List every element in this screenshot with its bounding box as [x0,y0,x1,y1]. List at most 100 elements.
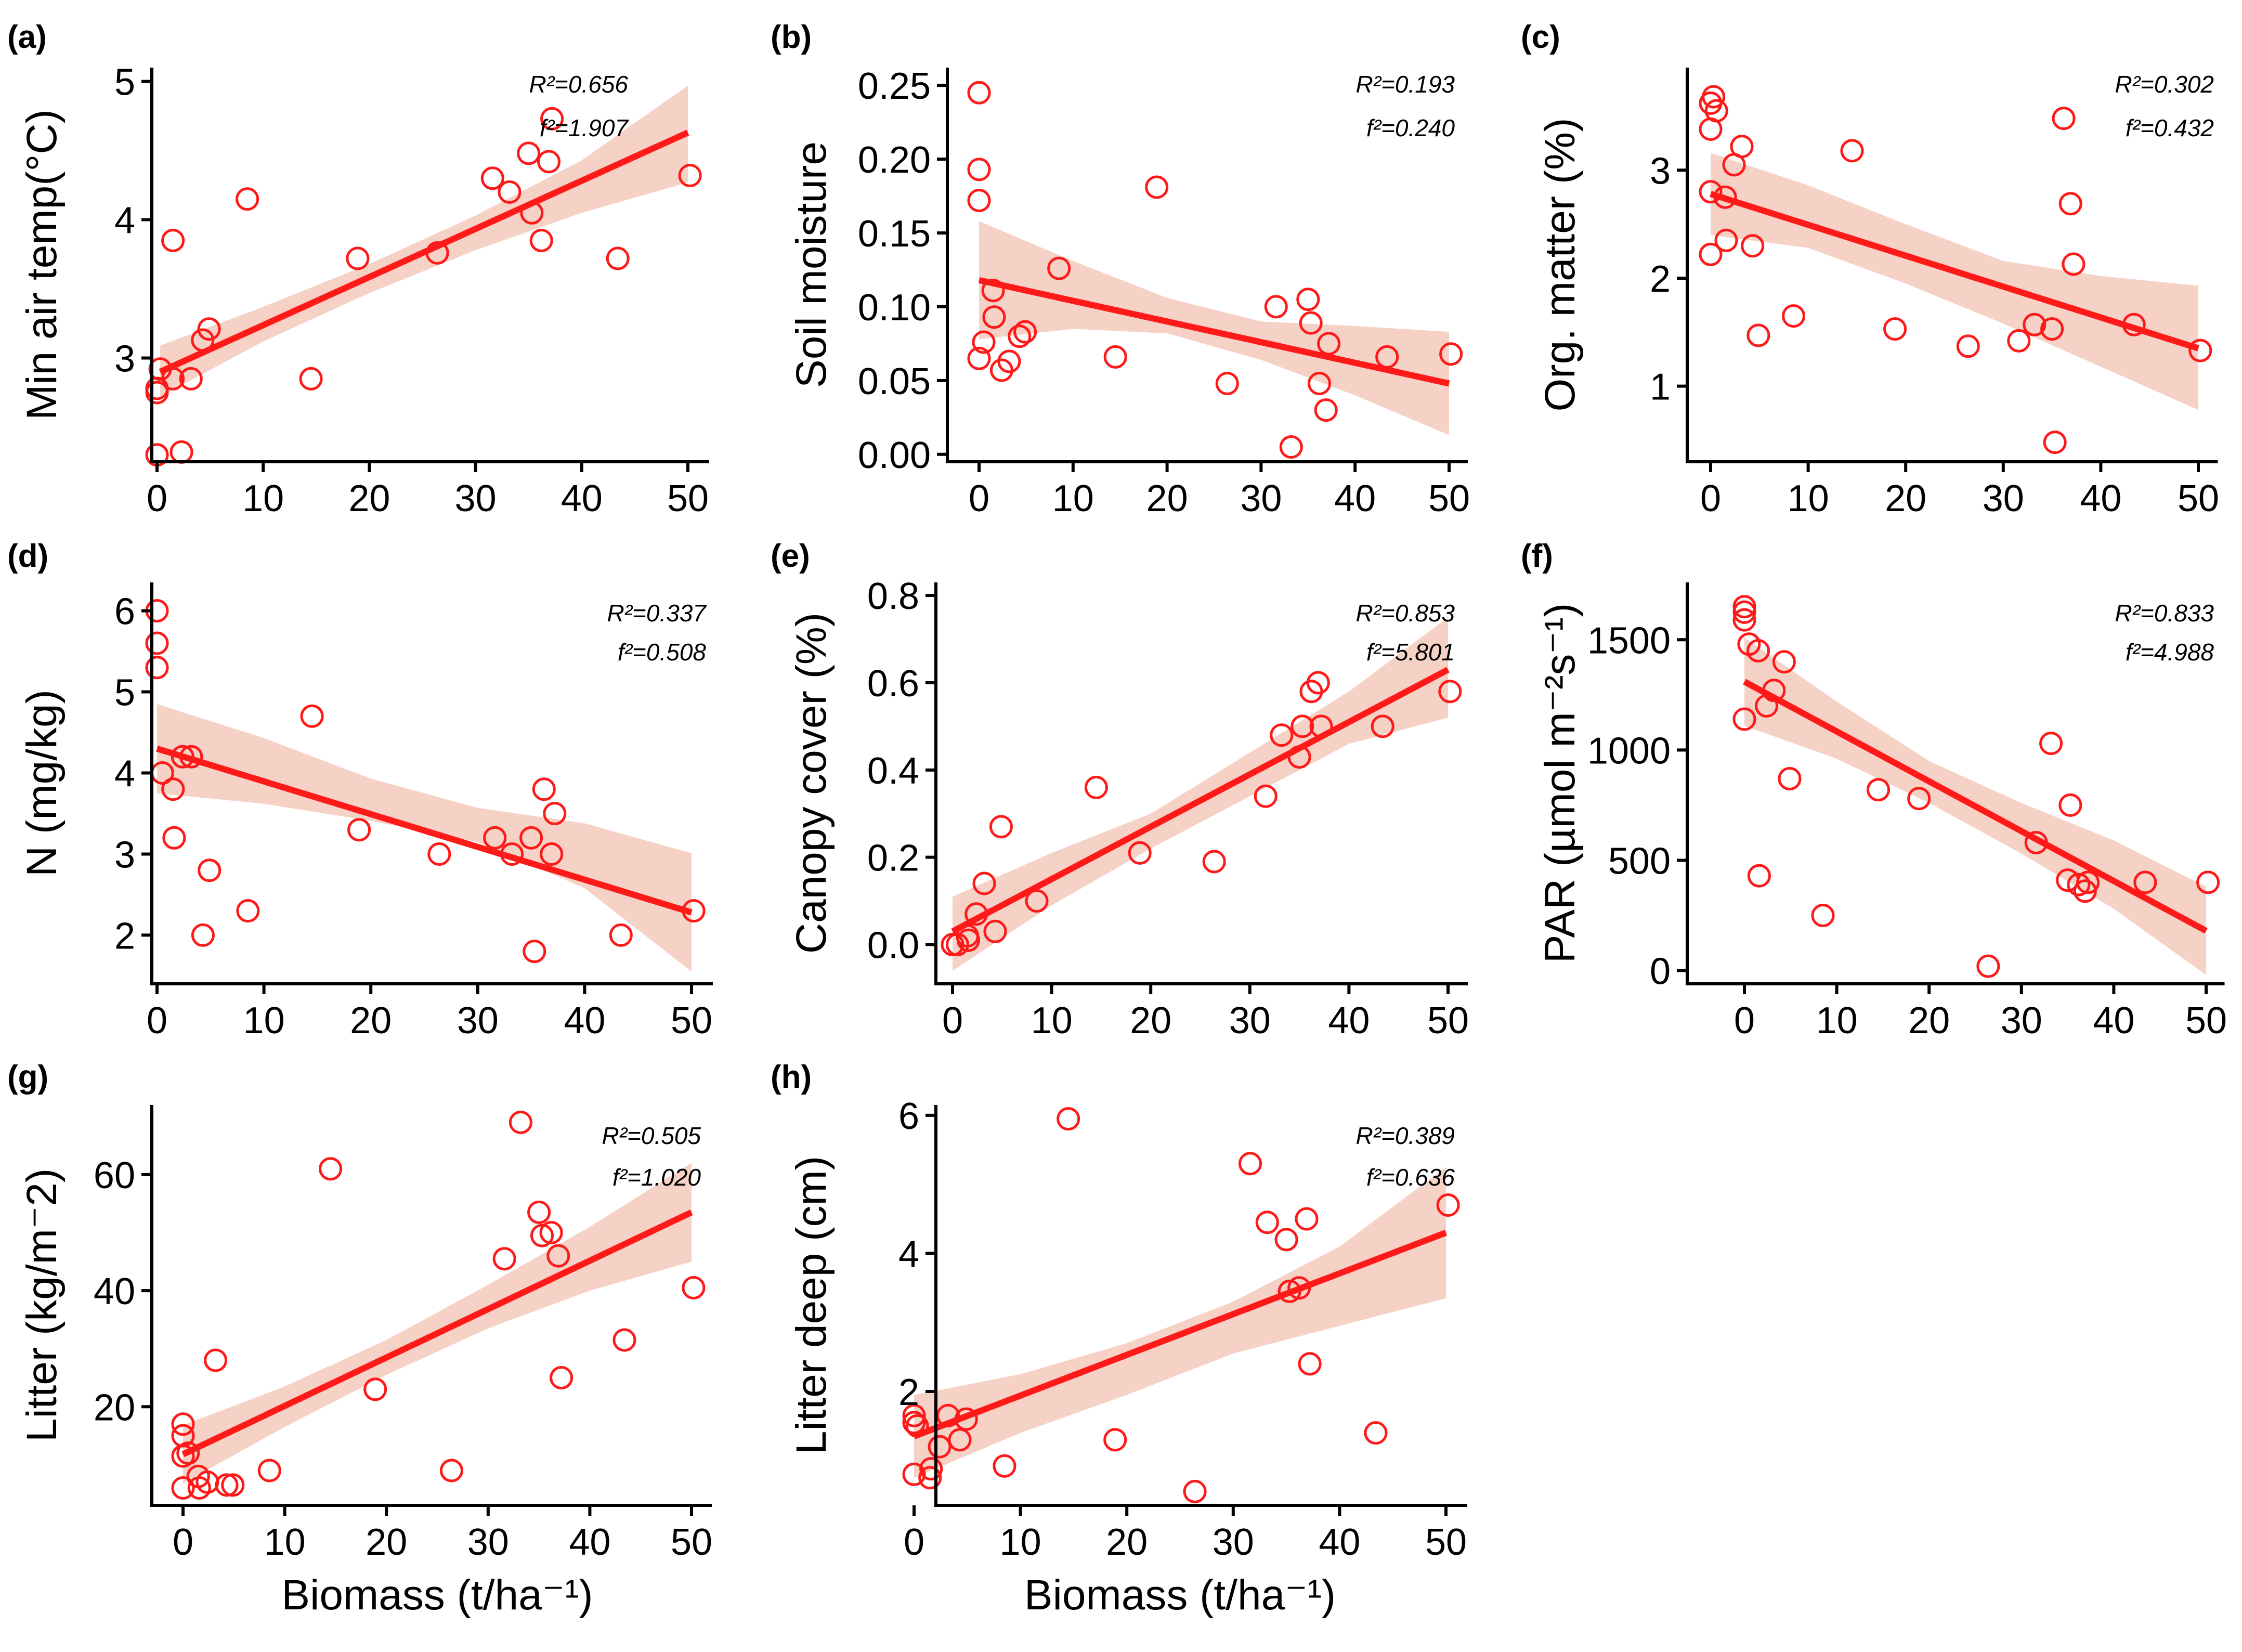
x-tick-label: 30 [1983,478,2024,519]
data-point [1103,345,1127,369]
x-tick-label: 10 [264,1521,306,1563]
x-tick-label: 40 [1319,1521,1360,1563]
data-point [972,330,996,354]
data-point [1291,714,1314,738]
data-point [1308,372,1331,395]
data-point [145,656,169,680]
r-squared-label: R²=0.853 [1355,600,1455,627]
panel-label: (d) [7,538,48,574]
data-point [1239,1152,1262,1176]
y-axis-title: Org. matter (%) [1536,118,1584,412]
data-point [346,246,370,270]
data-point [919,1457,943,1481]
data-point [1714,228,1738,252]
y-tick-label: 6 [898,1096,919,1137]
x-tick-label: 30 [455,478,497,519]
y-tick-label: 0.8 [867,576,919,617]
y-tick-label: 1500 [1587,620,1671,661]
panel-d: 0 10 20 30 40 50 2 3 4 5 6 (d) N (mg/kg) R²=0.337 f²=0… [7,538,713,1042]
x-tick-label: 50 [667,478,709,519]
data-point [997,349,1021,373]
data-point [918,1466,942,1490]
data-point [1057,1107,1080,1131]
data-point [1438,680,1462,704]
r-squared-label: R²=0.193 [1355,71,1455,98]
x-tick-label: 50 [1425,1521,1467,1563]
x-tick-label: 30 [1240,478,1282,519]
regression-line [181,1209,693,1458]
data-point [492,1247,516,1271]
x-tick-label: 0 [1700,478,1721,519]
confidence-band [953,617,1448,971]
regression-line [913,1230,1448,1439]
y-tick-label: 2 [1650,258,1671,300]
data-point [982,305,1006,329]
data-point [1008,324,1032,348]
data-point [1730,135,1754,159]
y-tick-label: 0.15 [858,213,931,255]
x-tick-label: 50 [1427,1000,1469,1042]
x-tick-label: 40 [1334,478,1376,519]
data-point [981,279,1005,303]
data-point [300,704,324,728]
panel-label: (e) [771,538,810,574]
data-point [2043,431,2067,454]
data-point [609,923,633,947]
data-point [527,1200,551,1224]
y-tick-label: 5 [114,672,135,714]
panel-g: 0 10 20 30 40 50 20 40 60 (g) Litter (kg/m⁻2) Bioma… [7,1059,712,1619]
x-tick-label: 10 [1052,478,1094,519]
data-point [1145,175,1169,199]
data-point [1025,889,1049,913]
x-tick-label: 20 [348,478,390,519]
data-point [529,229,553,252]
data-point [2058,192,2082,216]
data-point [1436,1193,1460,1217]
data-point [1013,320,1037,344]
data-point [1746,639,1770,662]
x-tick-label: 0 [1734,1000,1755,1042]
data-point [2007,329,2031,353]
data-point [1317,332,1341,356]
x-tick-label: 0 [173,1521,193,1563]
data-point [1202,850,1226,874]
data-point [236,899,260,923]
data-point [948,1428,972,1452]
data-point [532,777,556,801]
data-point [179,745,203,769]
data-point [1782,304,1805,328]
x-tick-label: 40 [564,1000,605,1042]
data-point [546,1244,570,1268]
x-tick-label: 30 [1213,1521,1254,1563]
x-tick-label: 40 [1328,1000,1370,1042]
f-squared-label: f²=0.508 [618,639,706,666]
data-point [1741,234,1765,258]
x-tick-label: 50 [2185,1000,2227,1042]
y-tick-label: 1000 [1587,730,1671,772]
data-point [902,1403,926,1427]
y-axis-title: Litter (kg/m⁻2) [18,1168,66,1442]
y-tick-label: 0.20 [858,139,931,181]
x-tick-label: 40 [2093,1000,2134,1042]
panel-a: 0 10 20 30 40 50 3 4 5 (a) Min air temp(°C) R²=0.65… [7,19,709,519]
data-point [2076,870,2100,894]
data-point [1278,1279,1301,1303]
y-tick-label: 500 [1608,840,1671,882]
regression-line [978,277,1450,387]
x-tick-label: 20 [366,1521,407,1563]
data-point [1883,317,1907,341]
data-point [1907,787,1931,811]
data-point [543,802,567,825]
panel-label: (g) [7,1059,48,1095]
data-point [1732,707,1756,731]
panel-h: 0 10 20 30 40 50 2 4 6 (h) Litter deep (cm) Biomass… [771,1059,1467,1619]
data-point [1299,311,1323,335]
data-point [1270,723,1294,747]
y-tick-label: 4 [114,753,135,795]
data-point [2122,313,2146,336]
data-point [1298,1352,1322,1376]
x-tick-label: 50 [671,1000,712,1042]
data-point [480,166,504,190]
x-axis-title: Biomass (t/ha⁻¹) [1024,1571,1336,1619]
